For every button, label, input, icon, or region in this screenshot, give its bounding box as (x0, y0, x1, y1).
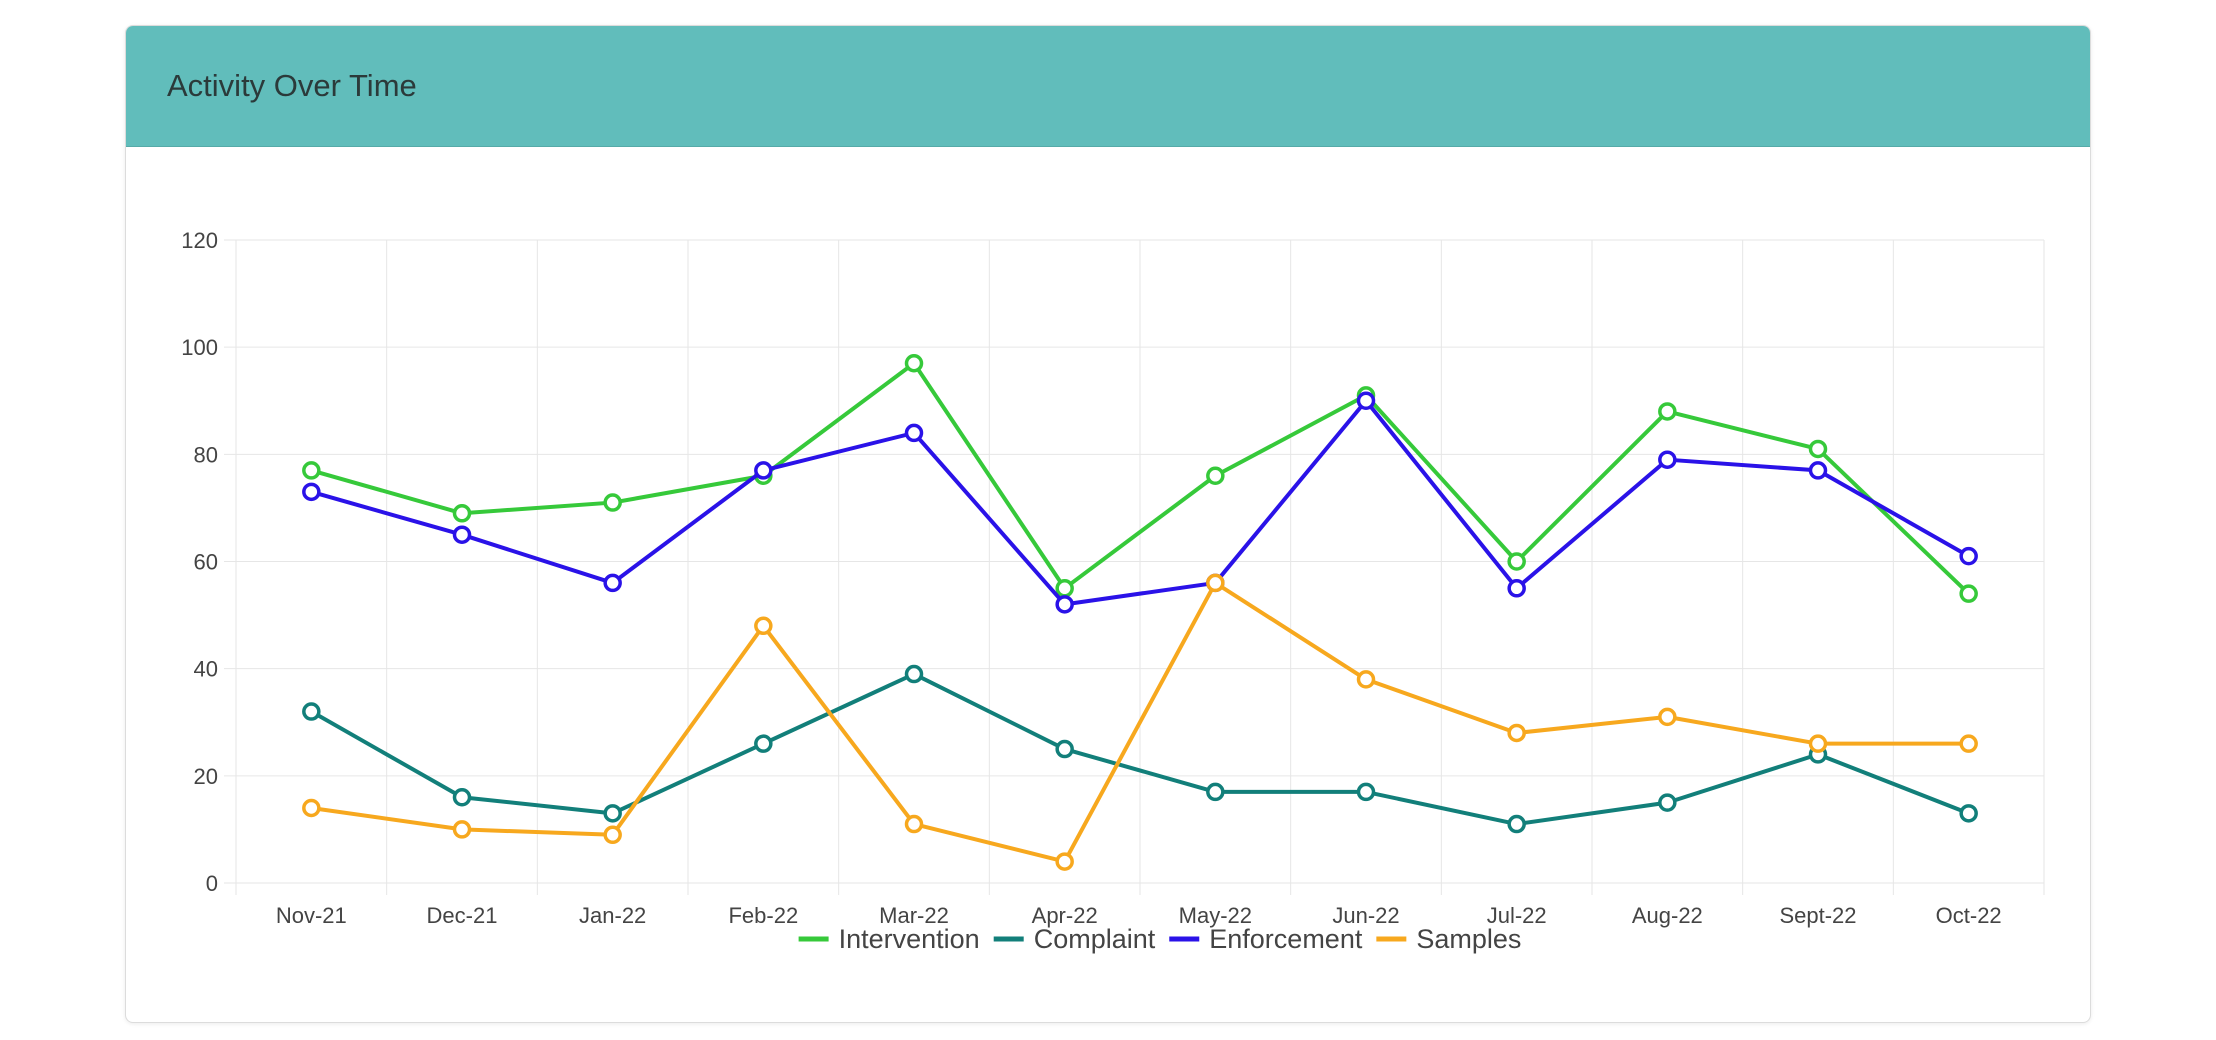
series-line (311, 580, 1969, 864)
series-line (310, 672, 1970, 827)
data-point (1658, 793, 1677, 812)
data-point (302, 461, 321, 480)
data-point (603, 804, 622, 823)
data-point (603, 825, 622, 845)
data-point (1356, 670, 1376, 689)
data-point (904, 664, 924, 684)
data-point (1356, 782, 1376, 802)
y-tick-label: 100 (181, 335, 218, 360)
data-point (754, 734, 773, 753)
data-point (1658, 450, 1677, 469)
x-tick-label: Dec-21 (427, 903, 498, 928)
data-point (1055, 595, 1074, 614)
data-point (1808, 439, 1828, 459)
data-point (904, 423, 924, 443)
series-samples (302, 573, 1978, 871)
x-tick-label: Nov-21 (276, 903, 347, 928)
x-tick-label: Sept-22 (1779, 903, 1856, 928)
data-point (1959, 584, 1978, 603)
data-point (452, 504, 472, 523)
data-point (1808, 461, 1828, 480)
x-tick-label: Mar-22 (879, 903, 949, 928)
activity-card: Activity Over Time 0 20 40 60 80 100 120 Nov-21… (125, 25, 2091, 1023)
series-complaint (302, 664, 1978, 834)
y-tick-label: 120 (181, 228, 218, 253)
data-point (1959, 804, 1978, 823)
data-point (1206, 782, 1225, 802)
data-point (452, 820, 472, 839)
data-point (1055, 852, 1074, 871)
x-tick-label: May-22 (1179, 903, 1252, 928)
legend: Intervention Complaint Enforcement Samples (798, 924, 1521, 954)
data-point (1507, 814, 1526, 834)
data-point (1055, 739, 1074, 759)
data-point (754, 616, 773, 636)
data-point (1658, 402, 1677, 421)
x-tick-label: Feb-22 (728, 903, 798, 928)
x-tick-label: Jan-22 (579, 903, 646, 928)
legend-label: Samples (1416, 924, 1521, 954)
data-point (603, 493, 622, 512)
y-tick-label: 60 (194, 550, 218, 575)
data-point (1206, 573, 1225, 593)
data-point (1507, 579, 1526, 598)
data-point (452, 525, 472, 544)
series-line (310, 361, 1971, 596)
line-chart: 0 20 40 60 80 100 120 Nov-21 Dec-21 Jan-22 Feb-22 M… (181, 228, 2045, 954)
data-point (1507, 552, 1526, 571)
x-tick-label: Jul-22 (1487, 903, 1547, 928)
y-tick-label: 0 (206, 871, 218, 896)
x-tick-label: Oct-22 (1936, 903, 2002, 928)
card-title: Activity Over Time (167, 68, 417, 103)
y-tick-label: 20 (194, 764, 218, 789)
legend-label: Intervention (839, 924, 980, 954)
data-point (1507, 723, 1526, 743)
data-point (1055, 579, 1074, 598)
data-point (302, 482, 321, 502)
y-tick-label: 80 (194, 442, 218, 467)
data-point (904, 353, 924, 373)
data-point (302, 702, 321, 721)
series-line (310, 398, 1970, 607)
grid (224, 239, 2045, 895)
data-point (1356, 391, 1376, 410)
data-point (452, 788, 472, 807)
x-tick-label: Apr-22 (1032, 903, 1098, 928)
data-point (603, 573, 622, 593)
data-point (1959, 734, 1978, 753)
y-tick-label: 40 (194, 657, 218, 682)
data-point (302, 798, 321, 818)
chart-area: 0 20 40 60 80 100 120 Nov-21 Dec-21 Jan-22 Feb-22 M… (126, 147, 2090, 1022)
legend-label: Enforcement (1209, 924, 1363, 954)
x-tick-label: Jun-22 (1332, 903, 1399, 928)
legend-label: Complaint (1034, 924, 1156, 954)
series-enforcement (302, 391, 1978, 614)
x-tick-label: Aug-22 (1632, 903, 1703, 928)
card-header: Activity Over Time (126, 26, 2090, 147)
data-point (1808, 734, 1828, 753)
data-point (754, 461, 773, 480)
data-point (1658, 707, 1677, 727)
data-point (1206, 466, 1225, 486)
data-point (1959, 546, 1978, 566)
data-point (904, 814, 924, 834)
